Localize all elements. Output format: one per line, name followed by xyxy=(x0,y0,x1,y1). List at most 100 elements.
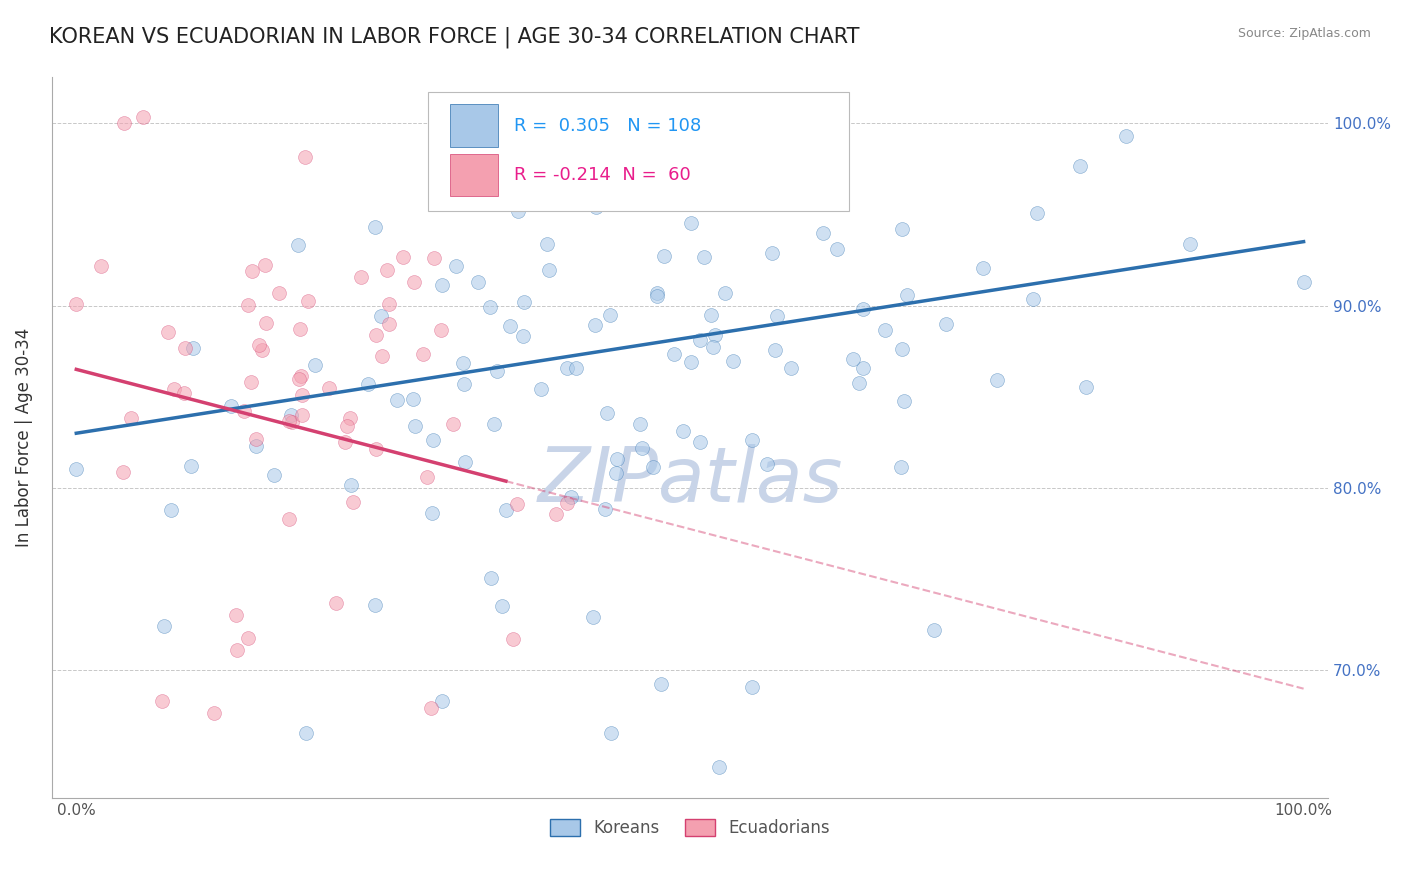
Point xyxy=(121,410,143,425)
Point xyxy=(294,150,316,164)
Point xyxy=(560,491,582,505)
Point xyxy=(333,434,356,449)
Point xyxy=(163,382,186,396)
Point xyxy=(508,204,530,219)
Point xyxy=(689,333,711,347)
Point xyxy=(890,459,912,474)
Point xyxy=(761,246,783,260)
Point xyxy=(780,360,803,375)
Bar xyxy=(450,104,499,147)
Point xyxy=(90,259,112,273)
Point xyxy=(599,725,621,739)
Point xyxy=(180,458,202,473)
Point xyxy=(972,260,994,275)
Point xyxy=(350,269,373,284)
Point xyxy=(294,726,316,740)
Point xyxy=(848,376,870,391)
Point xyxy=(811,227,834,241)
Point xyxy=(1074,380,1097,394)
Point xyxy=(371,349,394,363)
Point xyxy=(364,327,387,342)
Point xyxy=(873,322,896,336)
Point xyxy=(499,318,522,333)
Point xyxy=(593,502,616,516)
Point xyxy=(513,295,536,310)
Text: R =  0.305   N = 108: R = 0.305 N = 108 xyxy=(513,117,702,135)
Point xyxy=(766,309,789,323)
Point xyxy=(478,300,501,314)
Point xyxy=(891,221,914,235)
Point xyxy=(453,376,475,391)
Point xyxy=(254,258,277,272)
Point xyxy=(441,417,464,432)
Point xyxy=(132,110,155,124)
Point xyxy=(1026,205,1049,219)
Point xyxy=(986,372,1008,386)
Point xyxy=(247,337,270,351)
Point xyxy=(245,439,267,453)
Point xyxy=(236,631,259,645)
Point xyxy=(922,623,945,637)
Point xyxy=(392,251,415,265)
Point xyxy=(561,196,583,211)
Point xyxy=(250,343,273,357)
Point xyxy=(711,169,734,183)
Point xyxy=(419,700,441,714)
Point xyxy=(370,309,392,323)
Point xyxy=(297,293,319,308)
Point xyxy=(219,399,242,413)
Point xyxy=(387,392,409,407)
Point xyxy=(650,676,672,690)
Point xyxy=(721,354,744,368)
Point xyxy=(432,277,454,292)
Point xyxy=(240,376,263,390)
Point xyxy=(852,361,875,376)
Point xyxy=(1069,160,1091,174)
Point xyxy=(1292,275,1315,289)
Point xyxy=(232,404,254,418)
Point xyxy=(555,495,578,509)
Bar xyxy=(450,153,499,196)
Point xyxy=(375,263,398,277)
Point xyxy=(605,466,627,480)
Point xyxy=(318,381,340,395)
Point xyxy=(339,410,361,425)
Point xyxy=(325,596,347,610)
Point xyxy=(401,392,423,407)
Point xyxy=(481,570,503,584)
Point xyxy=(444,259,467,273)
Point xyxy=(377,317,399,331)
Point xyxy=(484,417,506,431)
Text: R = -0.214  N =  60: R = -0.214 N = 60 xyxy=(513,166,690,184)
Point xyxy=(672,107,695,121)
Point xyxy=(404,419,426,434)
Point xyxy=(280,415,302,429)
Point xyxy=(538,263,561,277)
Point xyxy=(530,382,553,396)
Point xyxy=(741,434,763,448)
Point xyxy=(304,358,326,372)
Point xyxy=(502,632,524,646)
Point xyxy=(714,286,737,301)
Point xyxy=(225,643,247,657)
Point xyxy=(628,417,651,431)
Point xyxy=(236,298,259,312)
Point xyxy=(1178,237,1201,252)
Point xyxy=(291,388,314,402)
Point xyxy=(631,442,654,456)
Point xyxy=(423,252,446,266)
Point xyxy=(291,409,314,423)
Point xyxy=(65,297,87,311)
Point xyxy=(512,329,534,343)
Point xyxy=(582,609,605,624)
Point xyxy=(536,237,558,252)
Point xyxy=(689,435,711,450)
Point xyxy=(245,432,267,446)
Point xyxy=(596,406,619,420)
Point xyxy=(896,288,918,302)
Point xyxy=(585,200,607,214)
Point xyxy=(202,706,225,720)
Point xyxy=(280,408,302,422)
Point xyxy=(1022,292,1045,306)
Point xyxy=(377,297,399,311)
